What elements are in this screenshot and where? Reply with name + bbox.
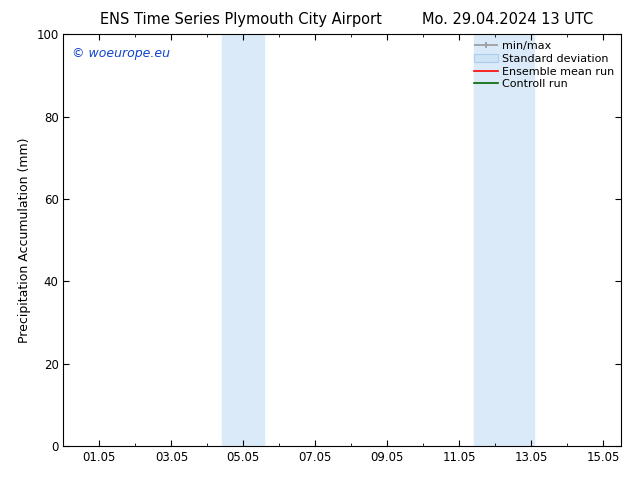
Text: Mo. 29.04.2024 13 UTC: Mo. 29.04.2024 13 UTC (422, 12, 593, 27)
Bar (223, 34, 264, 446)
Y-axis label: Precipitation Accumulation (mm): Precipitation Accumulation (mm) (18, 137, 30, 343)
Text: © woeurope.eu: © woeurope.eu (72, 47, 170, 60)
Legend: min/max, Standard deviation, Ensemble mean run, Controll run: min/max, Standard deviation, Ensemble me… (470, 38, 618, 93)
Bar (474, 34, 534, 446)
Text: ENS Time Series Plymouth City Airport: ENS Time Series Plymouth City Airport (100, 12, 382, 27)
